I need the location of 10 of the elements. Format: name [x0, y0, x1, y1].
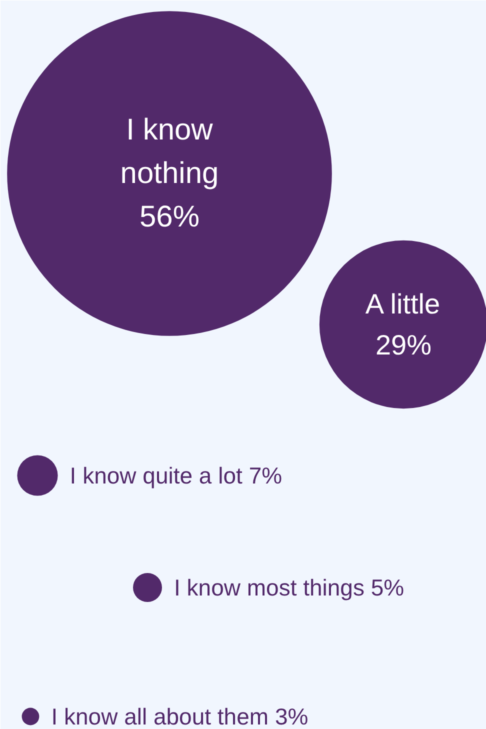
data-label: 5%: [370, 574, 404, 600]
category-label: I know nothing: [120, 114, 219, 190]
category-label: I know quite a lot: [70, 462, 244, 488]
category-label: I know all about them: [51, 704, 269, 729]
category-label: I know most things: [174, 574, 364, 600]
data-label: 3%: [274, 704, 308, 729]
data-label: 56%: [139, 200, 200, 234]
data-label: 29%: [375, 329, 432, 360]
category-label: A little: [365, 288, 440, 320]
data-label: 7%: [248, 462, 282, 488]
